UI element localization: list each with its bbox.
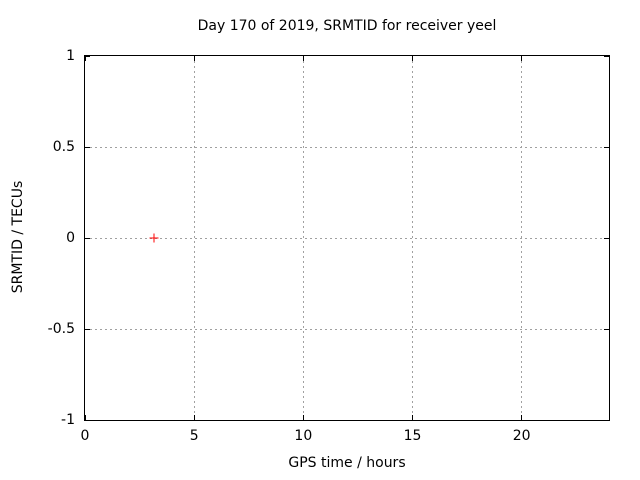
y-tick-mark <box>604 419 609 421</box>
x-tick-mark <box>193 56 195 61</box>
x-tick-mark <box>302 56 304 61</box>
y-tick-label: -0.5 <box>47 321 75 337</box>
x-tick-label: 0 <box>80 428 90 444</box>
x-axis-label: GPS time / hours <box>288 455 406 471</box>
x-tick-mark <box>193 415 195 420</box>
x-tick-mark <box>84 415 86 420</box>
y-tick-mark <box>85 146 90 148</box>
y-tick-mark <box>85 55 90 57</box>
x-tick-mark <box>412 415 413 420</box>
x-tick-label: 10 <box>294 428 313 444</box>
y-tick-mark <box>604 237 609 239</box>
plot-area: 0 5 10 15 20 -1 -0.5 0 0.5 1 <box>48 48 610 444</box>
y-tick-label: -1 <box>61 412 75 428</box>
y-gridline <box>85 146 609 148</box>
y-tick-mark <box>85 328 90 330</box>
y-tick-mark <box>604 55 609 57</box>
y-tick-mark <box>85 419 90 421</box>
x-tick-label: 20 <box>512 428 531 444</box>
y-axis-label: SRMTID / TECUs <box>10 180 26 294</box>
y-gridline <box>85 237 609 239</box>
chart-title: Day 170 of 2019, SRMTID for receiver yee… <box>197 18 497 34</box>
y-tick-mark <box>604 328 609 330</box>
x-tick-mark <box>302 415 304 420</box>
y-tick-label: 0.5 <box>52 139 75 155</box>
x-tick-mark <box>521 56 523 61</box>
marker-bar <box>153 233 155 243</box>
x-tick-mark <box>521 415 523 420</box>
x-tick-label: 15 <box>403 428 422 444</box>
y-gridline <box>85 328 609 330</box>
x-tick-label: 5 <box>189 428 199 444</box>
y-tick-mark <box>85 237 90 239</box>
data-point-marker <box>149 233 159 243</box>
y-tick-mark <box>604 146 609 148</box>
y-tick-label: 1 <box>66 48 75 64</box>
x-tick-mark <box>84 56 86 61</box>
x-tick-mark <box>412 56 413 61</box>
y-tick-label: 0 <box>66 230 75 246</box>
